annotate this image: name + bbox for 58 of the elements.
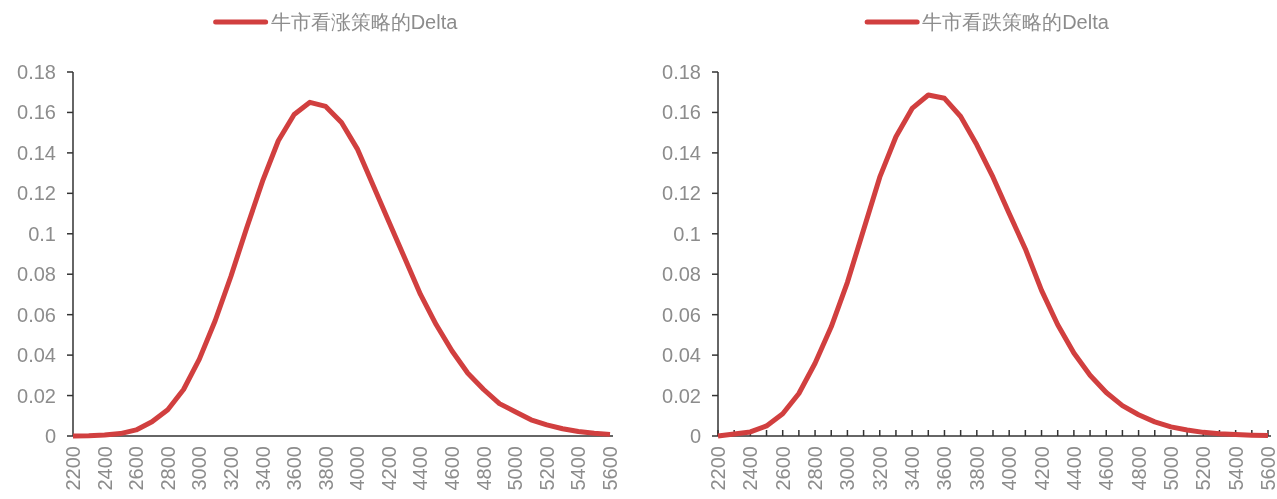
x-tick-label: 4400 [409,446,432,491]
x-tick-label: 5600 [599,446,621,491]
y-tick-label: 0.02 [662,384,701,407]
y-tick-label: 0.16 [662,101,701,124]
x-tick-label: 3000 [188,446,211,491]
x-tick-label: 5200 [1192,446,1215,491]
y-tick-label: 0 [44,425,56,447]
y-tick-label: 0.08 [17,263,56,286]
x-tick-label: 5600 [1257,446,1277,491]
x-tick-label: 4200 [1030,446,1053,491]
x-tick-label: 2400 [93,446,116,491]
y-tick-label: 0 [689,425,701,447]
x-tick-label: 3000 [836,446,859,491]
x-tick-label: 4800 [472,446,495,491]
x-tick-label: 5400 [567,446,590,491]
x-tick-label: 2200 [62,446,84,491]
y-tick-label: 0.1 [673,222,701,245]
x-tick-label: 5000 [504,446,527,491]
x-tick-label: 3200 [868,446,891,491]
y-tick-label: 0.12 [17,182,56,205]
y-tick-label: 0.1 [28,222,56,245]
x-tick-label: 3400 [901,446,924,491]
x-tick-label: 2400 [739,446,762,491]
x-tick-label: 4600 [441,446,464,491]
y-tick-label: 0.14 [662,141,701,164]
x-tick-label: 4600 [1095,446,1118,491]
y-tick-label: 0.08 [662,263,701,286]
x-tick-label: 5000 [1159,446,1182,491]
y-tick-label: 0.04 [662,344,701,367]
x-tick-label: 3600 [283,446,306,491]
y-tick-label: 0.06 [662,303,701,326]
x-tick-label: 4800 [1127,446,1150,491]
legend-label: 牛市看跌策略的Delta [922,11,1110,33]
x-tick-label: 3600 [933,446,956,491]
y-tick-label: 0.12 [662,182,701,205]
x-tick-label: 4400 [1062,446,1085,491]
y-tick-label: 0.18 [17,61,56,83]
y-tick-label: 0.02 [17,384,56,407]
x-tick-label: 3200 [219,446,242,491]
x-tick-label: 4000 [998,446,1021,491]
x-tick-label: 2800 [156,446,179,491]
x-tick-label: 3800 [314,446,337,491]
x-tick-label: 4200 [377,446,400,491]
y-tick-label: 0.18 [662,61,701,83]
x-tick-label: 2600 [125,446,148,491]
x-tick-label: 2800 [804,446,827,491]
x-tick-label: 3800 [965,446,988,491]
x-tick-label: 3400 [251,446,274,491]
x-tick-label: 2600 [771,446,794,491]
x-tick-label: 2200 [707,446,729,491]
y-tick-label: 0.16 [17,101,56,124]
x-tick-label: 4000 [346,446,369,491]
x-tick-label: 5400 [1224,446,1247,491]
y-tick-label: 0.04 [17,344,56,367]
x-tick-label: 5200 [535,446,558,491]
legend-label: 牛市看涨策略的Delta [270,11,459,33]
y-tick-label: 0.14 [17,141,56,164]
y-tick-label: 0.06 [17,303,56,326]
